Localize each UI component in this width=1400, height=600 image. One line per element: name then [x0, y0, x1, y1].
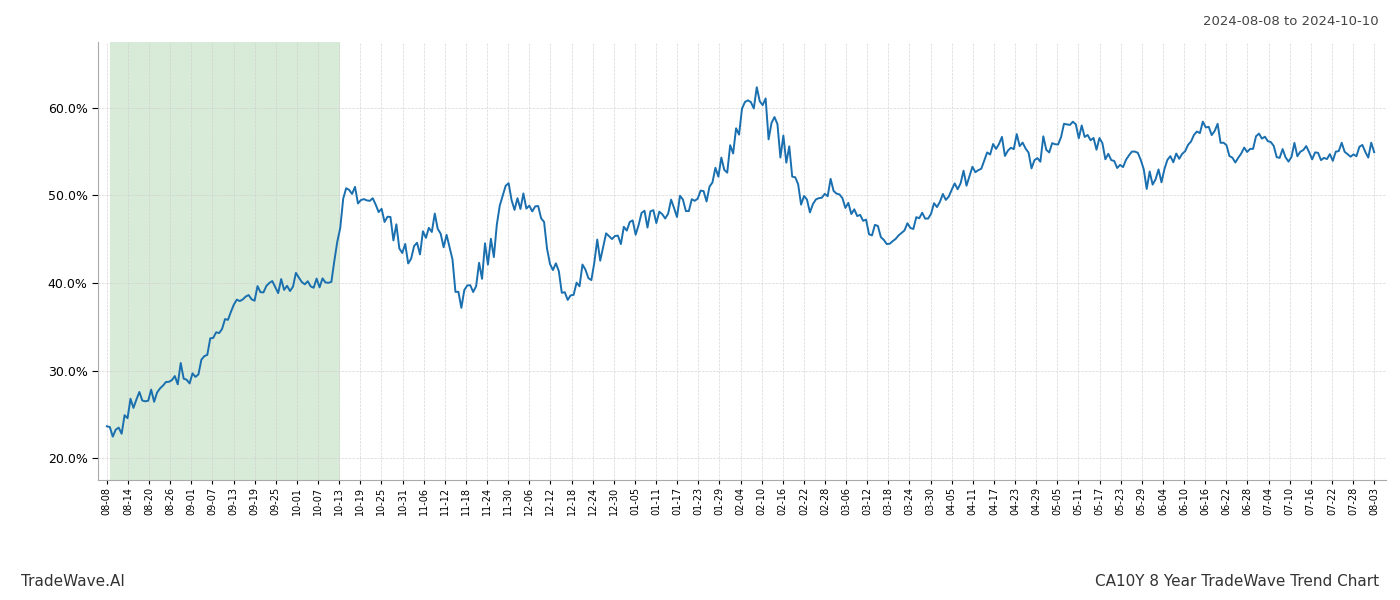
Text: TradeWave.AI: TradeWave.AI	[21, 574, 125, 589]
Text: CA10Y 8 Year TradeWave Trend Chart: CA10Y 8 Year TradeWave Trend Chart	[1095, 574, 1379, 589]
Text: 2024-08-08 to 2024-10-10: 2024-08-08 to 2024-10-10	[1204, 15, 1379, 28]
Bar	[109, 42, 340, 480]
